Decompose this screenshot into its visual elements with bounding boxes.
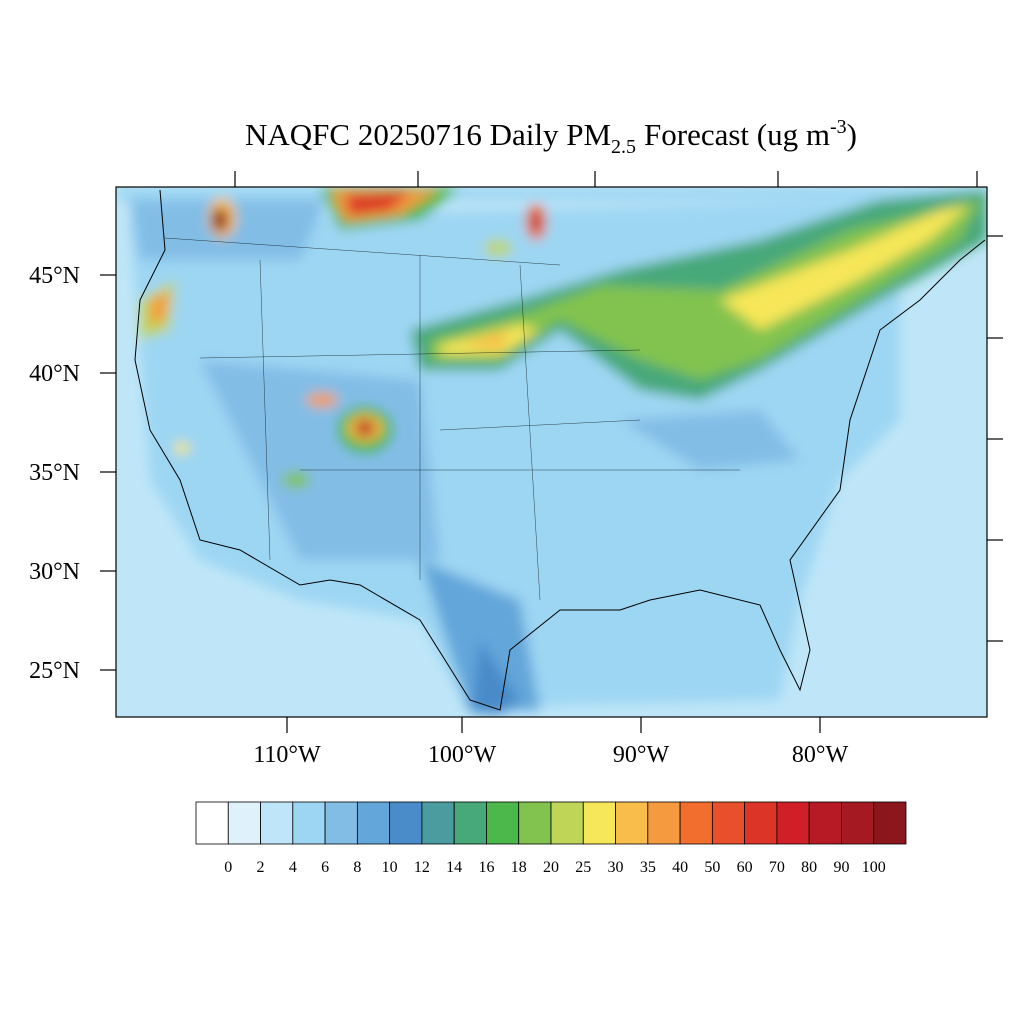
title: NAQFC 20250716 Daily PM2.5 Forecast (ug m… [245, 116, 857, 158]
title-main: NAQFC 20250716 Daily PM [245, 117, 611, 152]
colorbar-box [647, 801, 681, 845]
colorbar-label: 12 [414, 859, 430, 876]
colorbar-label: 0 [224, 859, 232, 876]
colorbar-label: 35 [640, 859, 656, 876]
colorbar-box [776, 801, 810, 845]
colorbar-label: 6 [321, 859, 329, 876]
map-field [116, 187, 987, 717]
colorbar-label: 50 [704, 859, 720, 876]
colorbar-label: 100 [862, 859, 886, 876]
colorbar-label: 18 [511, 859, 527, 876]
colorbar-box [421, 801, 455, 845]
colorbar-label: 60 [737, 859, 753, 876]
colorbar-label: 25 [575, 859, 591, 876]
colorbar-box [260, 801, 294, 845]
colorbar-label: 8 [353, 859, 361, 876]
colorbar-label: 10 [382, 859, 398, 876]
colorbar-box [744, 801, 778, 845]
lat-label: 30°N [29, 559, 80, 585]
lon-label: 100°W [428, 742, 497, 768]
colorbar-label: 4 [289, 859, 297, 876]
lon-label: 90°W [613, 742, 670, 768]
colorbar-label: 20 [543, 859, 559, 876]
colorbar-box [873, 801, 907, 845]
colorbar-box [679, 801, 713, 845]
colorbar-label: 30 [608, 859, 624, 876]
colorbar-box [195, 801, 229, 845]
colorbar-label: 14 [446, 859, 462, 876]
map-frame [115, 186, 988, 718]
colorbar-box [841, 801, 875, 845]
colorbar: 0 2 4 6 8 10 12 14 16 18 20 25 30 35 40 50 60 70 80 90 100 [195, 801, 907, 876]
title-mid: Forecast (ug m [644, 117, 830, 152]
colorbar-box [486, 801, 520, 845]
frame-ticks [234, 171, 1003, 642]
colorbar-label: 70 [769, 859, 785, 876]
colorbar-label: 90 [833, 859, 849, 876]
axis-labels: 45°N 40°N 35°N 30°N 25°N 110°W 100°W 90°W 80°W [29, 263, 848, 768]
lon-label: 110°W [253, 742, 321, 768]
colorbar-box [389, 801, 423, 845]
colorbar-box [518, 801, 552, 845]
colorbar-label: 40 [672, 859, 688, 876]
colorbar-box [615, 801, 649, 845]
colorbar-box [550, 801, 584, 845]
colorbar-label: 16 [478, 859, 494, 876]
colorbar-label: 2 [257, 859, 265, 876]
lat-label: 25°N [29, 658, 80, 684]
lat-label: 40°N [29, 361, 80, 387]
colorbar-box [227, 801, 261, 845]
colorbar-box [582, 801, 616, 845]
lat-label: 35°N [29, 460, 80, 486]
colorbar-box [453, 801, 487, 845]
colorbar-label: 80 [801, 859, 817, 876]
title-end: ) [847, 117, 857, 152]
title-sup: -3 [830, 116, 847, 138]
lat-label: 45°N [29, 263, 80, 289]
colorbar-box [292, 801, 326, 845]
lon-label: 80°W [792, 742, 849, 768]
colorbar-box [356, 801, 391, 845]
colorbar-box [711, 801, 746, 845]
colorbar-box [324, 801, 358, 845]
colorbar-box [808, 801, 842, 845]
title-sub: 2.5 [611, 136, 636, 158]
